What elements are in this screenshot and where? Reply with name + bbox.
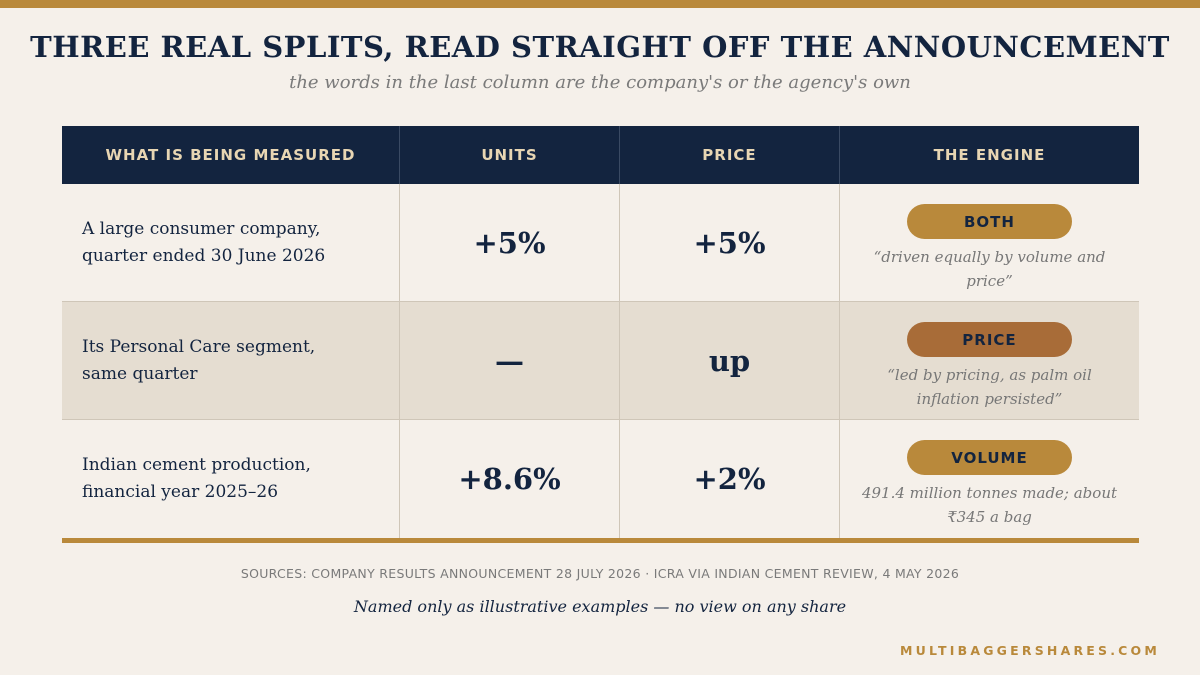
table-row: Its Personal Care segment, same quarter …	[62, 302, 1139, 420]
engine-badge: BOTH	[907, 204, 1072, 239]
engine-quote: 491.4 million tonnes made; about ₹345 a …	[861, 484, 1118, 526]
sources-note: SOURCES: COMPANY RESULTS ANNOUNCEMENT 28…	[240, 566, 960, 581]
engine-quote: “led by pricing, as palm oil inflation p…	[887, 366, 1092, 408]
row-units: +5%	[400, 184, 620, 301]
row-units: —	[400, 302, 620, 419]
table-bottom-rule	[62, 538, 1139, 543]
header-measured: WHAT IS BEING MEASURED	[62, 126, 400, 184]
engine-badge: PRICE	[907, 322, 1072, 357]
row-price: +5%	[620, 184, 840, 301]
page-subtitle: the words in the last column are the com…	[289, 72, 911, 93]
engine-badge: VOLUME	[907, 440, 1072, 475]
row-price: up	[620, 302, 840, 419]
engine-quote: “driven equally by volume and price”	[873, 248, 1106, 290]
row-label: A large consumer company, quarter ended …	[62, 184, 400, 301]
splits-table: WHAT IS BEING MEASURED UNITS PRICE THE E…	[62, 126, 1139, 543]
brand-footer: MULTIBAGGERSHARES.COM	[899, 643, 1160, 658]
page-title: THREE REAL SPLITS, READ STRAIGHT OFF THE…	[30, 30, 1170, 64]
disclaimer: Named only as illustrative examples — no…	[353, 597, 847, 616]
row-units: +8.6%	[400, 420, 620, 538]
row-price: +2%	[620, 420, 840, 538]
table-row: Indian cement production, financial year…	[62, 420, 1139, 538]
row-label: Indian cement production, financial year…	[62, 420, 400, 538]
row-engine: PRICE “led by pricing, as palm oil infla…	[840, 302, 1139, 419]
row-engine: BOTH “driven equally by volume and price…	[840, 184, 1139, 301]
table-header: WHAT IS BEING MEASURED UNITS PRICE THE E…	[62, 126, 1139, 184]
top-accent-bar	[0, 0, 1200, 8]
table-row: A large consumer company, quarter ended …	[62, 184, 1139, 302]
header-price: PRICE	[620, 126, 840, 184]
header-engine: THE ENGINE	[933, 146, 1046, 164]
header-units: UNITS	[400, 126, 620, 184]
row-label: Its Personal Care segment, same quarter	[62, 302, 400, 419]
row-engine: VOLUME 491.4 million tonnes made; about …	[840, 420, 1139, 538]
